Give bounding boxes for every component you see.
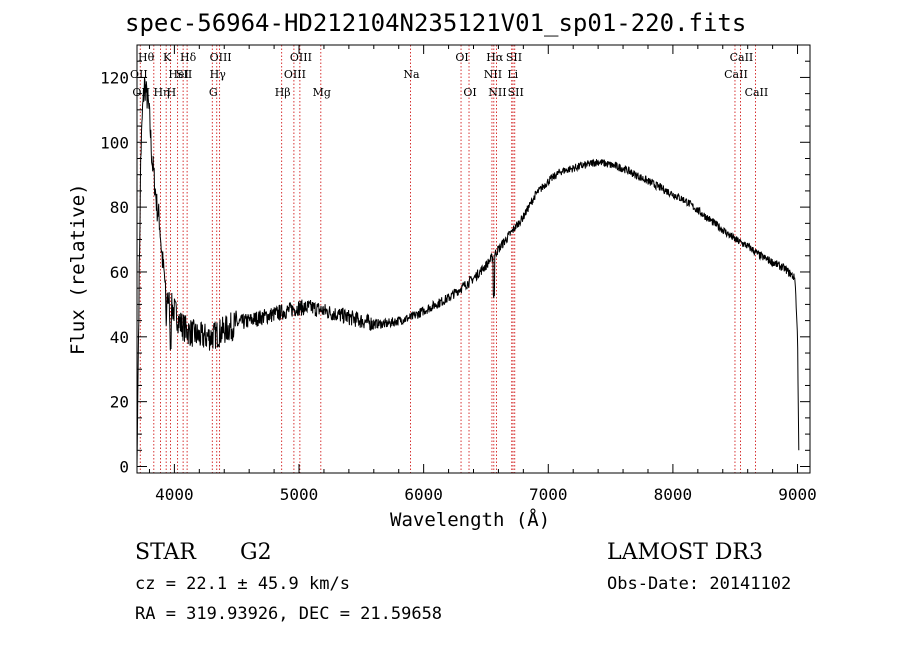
- plot-frame: [136, 44, 811, 474]
- survey-name: LAMOST DR3: [607, 540, 763, 565]
- line-label-14: Mg: [313, 86, 331, 99]
- x-axis-label: Wavelength (Å): [390, 509, 551, 531]
- line-label-htheta: Hθ: [138, 51, 155, 64]
- line-label-16: OI: [455, 51, 468, 64]
- x-tick-label-1: 5000: [280, 485, 319, 504]
- line-label-18: NII: [484, 68, 502, 81]
- line-label-13: OIII: [290, 51, 312, 64]
- line-label-8: G: [209, 86, 218, 99]
- x-tick-label-0: 4000: [155, 485, 194, 504]
- spectral-line-markers: [139, 45, 756, 473]
- line-label-21: Li: [507, 68, 518, 81]
- y-tick-label-2: 40: [110, 328, 129, 347]
- line-label-3: K: [163, 51, 172, 64]
- x-tick-label-3: 7000: [529, 485, 568, 504]
- y-axis-label: Flux (relative): [67, 183, 89, 355]
- line-label-15: Na: [403, 68, 420, 81]
- spectral-subclass: G2: [240, 540, 272, 565]
- chart-title: spec-56964-HD212104N235121V01_sp01-220.f…: [125, 9, 747, 37]
- y-tick-label-3: 60: [110, 263, 129, 282]
- line-label-25: CaII: [730, 51, 754, 64]
- line-label-7: Hδ: [180, 51, 197, 64]
- line-label-17: OI: [463, 86, 476, 99]
- line-label-10: OIII: [210, 51, 232, 64]
- y-tick-label-5: 100: [100, 133, 129, 152]
- x-tick-label-5: 9000: [778, 485, 817, 504]
- y-tick-label-6: 120: [100, 68, 129, 87]
- line-labels: OII HηKHHeISIIHδGHγOIIIHβOIIIOIIIMgNaOIOI…: [130, 51, 768, 99]
- line-label-6: SII: [176, 68, 192, 81]
- line-label-20: NII: [488, 86, 506, 99]
- x-tick-label-2: 6000: [404, 485, 443, 504]
- line-label-22: SII: [506, 51, 522, 64]
- ra-dec: RA = 319.93926, DEC = 21.59658: [135, 604, 443, 624]
- y-tick-label-4: 80: [110, 198, 129, 217]
- line-label-9: Hγ: [210, 68, 227, 81]
- y-tick-label-0: 0: [119, 458, 129, 477]
- line-label-11: Hβ: [275, 86, 291, 99]
- redshift-cz: cz = 22.1 ± 45.9 km/s: [135, 574, 350, 594]
- line-label-4: H: [167, 86, 177, 99]
- x-tick-label-4: 8000: [654, 485, 693, 504]
- line-label-26: CaII: [745, 86, 769, 99]
- line-label-23: SII: [508, 86, 524, 99]
- tick-labels: 4000 5000 6000 7000 8000 9000 0 20 40 60 80 100 120: [100, 68, 817, 504]
- line-label-24: CaII: [724, 68, 748, 81]
- y-tick-label-1: 20: [110, 393, 129, 412]
- obs-date: Obs-Date: 20141102: [607, 574, 792, 594]
- line-label-oii-top: OII: [130, 68, 148, 81]
- line-label-19: Hα: [486, 51, 504, 64]
- line-label-12: OIII: [284, 68, 306, 81]
- spectrum-series: [136, 77, 800, 467]
- line-label-2: Hη: [153, 86, 169, 99]
- line-label-5: HeI: [168, 68, 188, 81]
- spectrum-line: [136, 77, 800, 467]
- axis-ticks: [137, 45, 810, 473]
- object-type: STAR: [135, 540, 196, 565]
- line-label-0: OII: [132, 86, 150, 99]
